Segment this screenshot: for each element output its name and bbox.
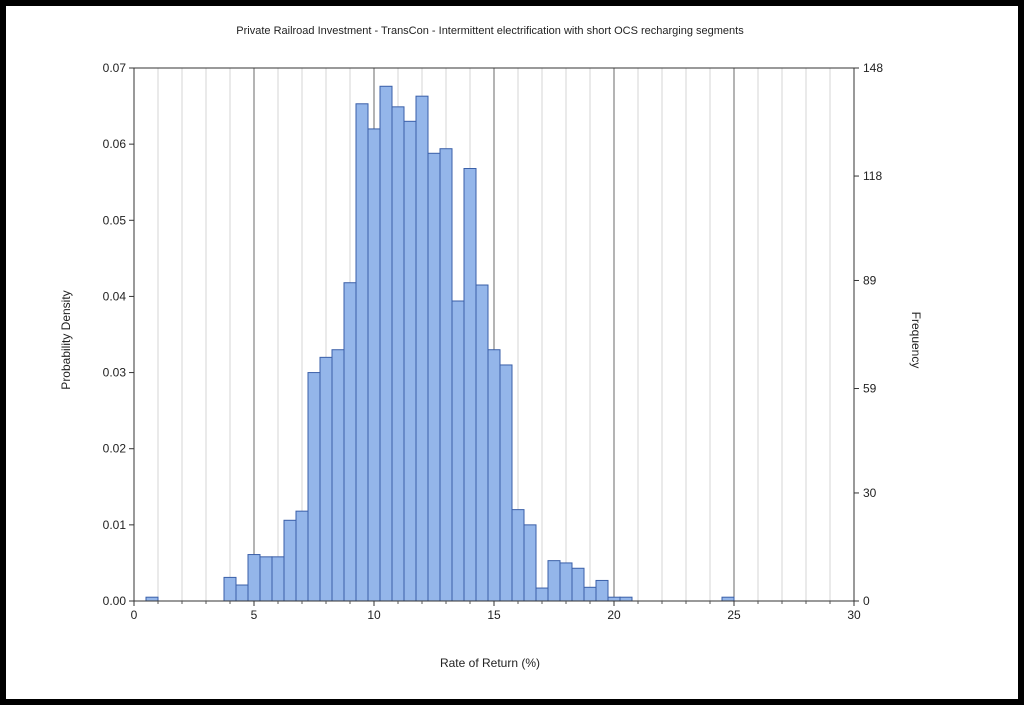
histogram-bar: [475, 284, 489, 602]
y2-tick-label: 59: [863, 382, 877, 396]
x-tick-label: 10: [367, 608, 381, 622]
histogram-bar: [343, 282, 357, 602]
histogram-bar: [487, 349, 501, 602]
y2-tick-label: 0: [863, 594, 870, 608]
histogram-bars: [145, 85, 735, 602]
y-tick-label: 0.05: [103, 213, 127, 227]
histogram-bar: [619, 596, 633, 602]
histogram-bar: [511, 509, 525, 602]
x-tick-label: 25: [727, 608, 741, 622]
y-axis-label: Probability Density: [59, 290, 73, 389]
histogram-bar: [367, 128, 381, 602]
y-tick-label: 0.04: [103, 289, 127, 303]
histogram-bar: [415, 95, 429, 602]
histogram-bar: [559, 562, 573, 602]
histogram-bar: [331, 349, 345, 602]
histogram-bar: [547, 560, 561, 602]
y2-tick-label: 30: [863, 486, 877, 500]
x-tick-label: 5: [251, 608, 258, 622]
histogram-bar: [721, 596, 735, 602]
histogram-bar: [499, 364, 513, 602]
y2-tick-label: 118: [863, 169, 882, 183]
histogram-bar: [307, 372, 321, 602]
x-tick-label: 15: [487, 608, 501, 622]
histogram-bar: [247, 554, 261, 602]
histogram-bar: [259, 556, 273, 602]
y-tick-label: 0.07: [103, 61, 127, 75]
histogram-bar: [463, 168, 477, 602]
histogram-bar: [583, 586, 597, 602]
histogram-bar: [271, 556, 285, 602]
x-tick-label: 20: [607, 608, 621, 622]
y-tick-label: 0.03: [103, 366, 127, 380]
histogram-bar: [403, 120, 417, 602]
y-tick-label: 0.00: [103, 594, 127, 608]
x-tick-label: 30: [847, 608, 861, 622]
histogram-bar: [391, 106, 405, 602]
histogram-bar: [523, 524, 537, 602]
histogram-bar: [145, 596, 159, 602]
histogram-bar: [439, 148, 453, 602]
y2-tick-label: 148: [863, 61, 883, 75]
histogram-bar: [223, 576, 237, 602]
x-tick-label: 0: [131, 608, 138, 622]
secondary-y-axis-label: Frequency: [909, 312, 923, 369]
histogram-bar: [571, 567, 585, 602]
histogram-bar: [427, 152, 441, 602]
x-axis-label: Rate of Return (%): [440, 656, 540, 670]
y2-tick-label: 89: [863, 273, 877, 287]
histogram-bar: [235, 584, 249, 602]
histogram-bar: [535, 587, 549, 602]
histogram-bar: [607, 596, 621, 602]
chart-title: Private Railroad Investment - TransCon -…: [236, 25, 744, 37]
histogram-bar: [595, 579, 609, 602]
axes: 0 5 10 15 20 25 30 0.00 0.01 0.02 0.03 0.04 0.05 0.06…: [103, 61, 884, 622]
histogram-bar: [379, 85, 393, 602]
histogram-chart: Private Railroad Investment - TransCon -…: [59, 25, 923, 670]
histogram-bar: [319, 356, 333, 602]
histogram-bar: [355, 103, 369, 602]
histogram-bar: [295, 510, 309, 602]
y-tick-label: 0.06: [103, 137, 127, 151]
y-tick-label: 0.02: [103, 442, 127, 456]
histogram-bar: [283, 519, 297, 602]
y-tick-label: 0.01: [103, 518, 127, 532]
chart-frame: Private Railroad Investment - TransCon -…: [6, 6, 1018, 699]
histogram-bar: [451, 300, 465, 602]
